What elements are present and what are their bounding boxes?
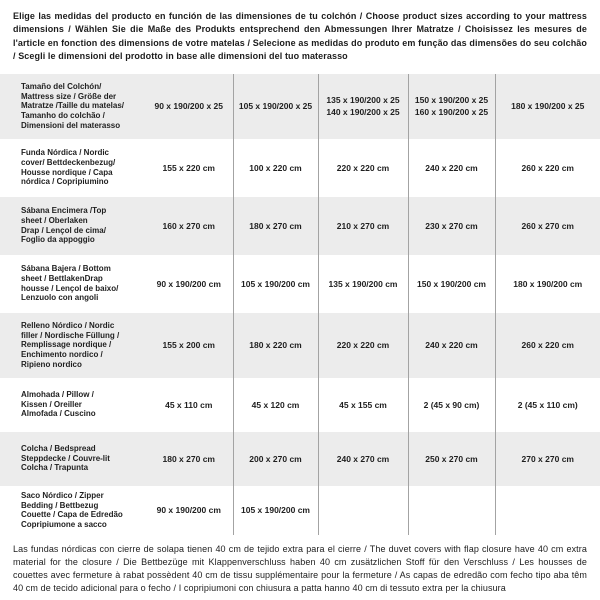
- table-row-pillow: Almohada / Pillow / Kissen / Oreiller Al…: [0, 377, 600, 432]
- size-cell: 105 x 190/200 cm: [232, 485, 318, 535]
- size-cell: 180 x 270 cm: [162, 453, 215, 464]
- row-label: Relleno Nórdico / Nordic filler / Nordis…: [21, 321, 120, 369]
- footer-text: Las fundas nórdicas con cierre de solapa…: [13, 543, 587, 594]
- size-cell: 250 x 270 cm: [407, 431, 495, 486]
- size-cell: 100 x 220 cm: [232, 138, 318, 197]
- table-row-top-sheet: Sábana Encimera /Top sheet / Oberlaken D…: [0, 196, 600, 255]
- size-cell: 90 x 190/200 x 25: [154, 101, 224, 112]
- size-cell: 135 x 190/200 x 25 140 x 190/200 x 25: [317, 73, 408, 139]
- header-text: Elige las medidas del producto en funció…: [13, 11, 587, 62]
- size-cell: 150 x 190/200 x 25 160 x 190/200 x 25: [407, 73, 495, 139]
- row-label: Sábana Encimera /Top sheet / Oberlaken D…: [21, 206, 107, 245]
- row-label: Saco Nórdico / Zipper Bedding / Bettbezu…: [21, 490, 123, 529]
- size-cell: [317, 485, 408, 535]
- size-cell: 240 x 220 cm: [407, 312, 495, 378]
- table-row-nordic-filler: Relleno Nórdico / Nordic filler / Nordis…: [0, 312, 600, 378]
- size-cell: 155 x 200 cm: [162, 340, 215, 351]
- size-cell: 180 x 190/200 x 25: [494, 73, 600, 139]
- size-cell: 180 x 270 cm: [232, 196, 318, 255]
- size-cell: 220 x 220 cm: [317, 312, 408, 378]
- table-row-bottom-sheet: Sábana Bajera / Bottom sheet / Bettlaken…: [0, 254, 600, 313]
- table-row-zipper-bedding: Saco Nórdico / Zipper Bedding / Bettbezu…: [0, 485, 600, 535]
- size-cell: 260 x 220 cm: [494, 138, 600, 197]
- row-label: Funda Nórdica / Nordic cover/ Bettdecken…: [21, 148, 116, 187]
- size-cell: 45 x 120 cm: [232, 377, 318, 432]
- size-cell: [494, 485, 600, 535]
- table-row-nordic-cover: Funda Nórdica / Nordic cover/ Bettdecken…: [0, 138, 600, 197]
- size-cell: 2 (45 x 90 cm): [407, 377, 495, 432]
- size-cell: 150 x 190/200 cm: [407, 254, 495, 313]
- size-cell: 135 x 190/200 cm: [317, 254, 408, 313]
- size-cell: 230 x 270 cm: [407, 196, 495, 255]
- size-cell: 200 x 270 cm: [232, 431, 318, 486]
- size-cell: 105 x 190/200 cm: [232, 254, 318, 313]
- size-cell: 240 x 270 cm: [317, 431, 408, 486]
- row-label: Almohada / Pillow / Kissen / Oreiller Al…: [21, 390, 96, 419]
- size-cell: 45 x 155 cm: [317, 377, 408, 432]
- size-cell: 105 x 190/200 x 25: [232, 73, 318, 139]
- size-cell: 180 x 190/200 cm: [494, 254, 600, 313]
- size-cell: 90 x 190/200 cm: [156, 278, 221, 289]
- row-label: Tamaño del Colchón/ Mattress size / Größ…: [21, 82, 124, 130]
- size-cell: 180 x 220 cm: [232, 312, 318, 378]
- row-label: Sábana Bajera / Bottom sheet / Bettlaken…: [21, 264, 119, 303]
- size-table: Tamaño del Colchón/ Mattress size / Größ…: [0, 73, 600, 535]
- size-cell: 155 x 220 cm: [162, 162, 215, 173]
- row-label: Colcha / Bedspread Steppdecke / Couvre-l…: [21, 444, 110, 473]
- size-cell: 240 x 220 cm: [407, 138, 495, 197]
- size-cell: 210 x 270 cm: [317, 196, 408, 255]
- size-cell: 270 x 270 cm: [494, 431, 600, 486]
- size-cell: [407, 485, 495, 535]
- size-cell: 220 x 220 cm: [317, 138, 408, 197]
- size-cell: 45 x 110 cm: [165, 399, 213, 410]
- size-cell: 160 x 270 cm: [162, 220, 215, 231]
- size-cell: 2 (45 x 110 cm): [494, 377, 600, 432]
- table-row-bedspread: Colcha / Bedspread Steppdecke / Couvre-l…: [0, 431, 600, 486]
- size-cell: 260 x 220 cm: [494, 312, 600, 378]
- size-cell: 260 x 270 cm: [494, 196, 600, 255]
- size-guide-page: Elige las medidas del producto en funció…: [0, 10, 600, 600]
- size-cell: 90 x 190/200 cm: [156, 505, 221, 516]
- table-row-mattress-size: Tamaño del Colchón/ Mattress size / Größ…: [0, 73, 600, 139]
